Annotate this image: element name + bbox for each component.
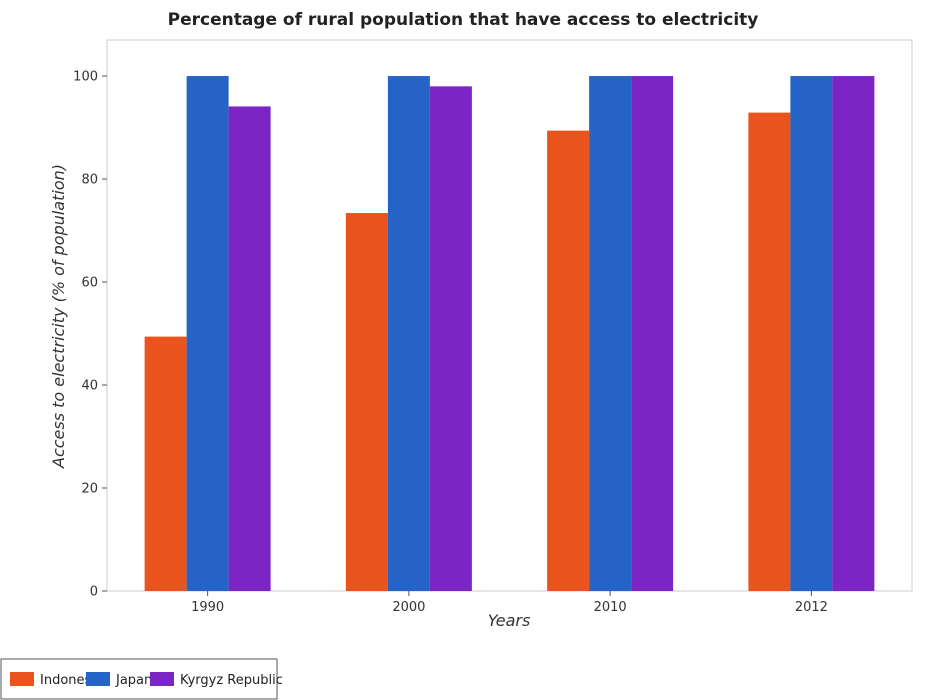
bar-japan-1990 [186,76,229,591]
bar-japan-2010 [589,76,632,591]
legend-swatch-kyrgyz-republic [150,672,174,686]
legend-swatch-indonesia [10,672,34,686]
x-axis-title: Years [488,611,531,630]
bar-indonesia-2010 [547,130,590,591]
y-axis: 0 20 40 60 80 100 [73,70,107,600]
x-tick-label-0: 1990 [191,600,224,615]
bar-indonesia-1990 [144,336,187,591]
x-tick-label-1: 2000 [392,600,425,615]
y-tick-label-2: 40 [81,379,98,394]
y-tick-label-3: 60 [81,276,98,291]
legend-swatch-japan [86,672,110,686]
legend: Indonesia Japan Kyrgyz Republic [0,658,283,700]
y-tick-label-0: 0 [90,585,98,600]
bars [144,76,875,592]
bar-indonesia-2000 [345,213,388,591]
bar-kyrgyz-republic-2012 [832,76,875,591]
bar-indonesia-2012 [748,112,791,592]
x-tick-label-2: 2010 [594,600,627,615]
bar-kyrgyz-republic-2010 [631,76,674,591]
x-axis: 1990 2000 2010 2012 [191,591,828,615]
bar-japan-2012 [790,76,833,591]
bar-kyrgyz-republic-1990 [228,106,271,592]
y-axis-title: Access to electricity (% of population) [49,164,68,469]
legend-label-japan: Japan [115,673,152,688]
y-tick-label-4: 80 [81,173,98,188]
bar-kyrgyz-republic-2000 [429,86,472,591]
bar-japan-2000 [387,76,430,591]
y-tick-label-1: 20 [81,482,98,497]
x-tick-label-3: 2012 [795,600,828,615]
legend-box [0,658,278,700]
legend-label-kyrgyz-republic: Kyrgyz Republic [180,673,283,688]
y-tick-label-5: 100 [73,70,98,85]
chart-title: Percentage of rural population that have… [168,10,759,30]
